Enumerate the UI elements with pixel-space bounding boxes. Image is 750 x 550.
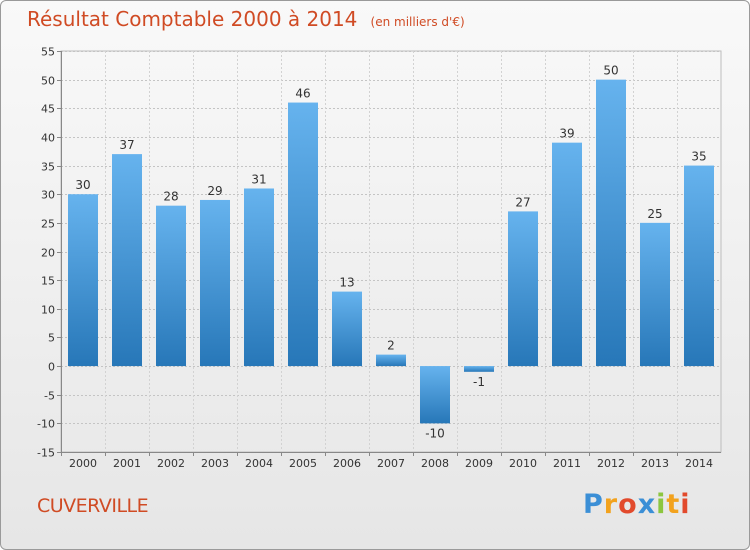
bar-2001 <box>112 154 142 367</box>
bar-2005 <box>288 102 318 367</box>
bar-2009 <box>464 366 494 372</box>
data-label: 37 <box>119 138 134 152</box>
x-tick-label: 2002 <box>157 457 185 470</box>
y-tick-label: 20 <box>41 247 55 260</box>
bar-2004 <box>244 188 274 367</box>
y-tick-label: -10 <box>37 418 55 431</box>
x-tick-label: 2005 <box>289 457 317 470</box>
x-tick-label: 2010 <box>509 457 537 470</box>
y-tick-label: 30 <box>41 189 55 202</box>
y-tick-label: 50 <box>41 75 55 88</box>
data-label: 2 <box>387 339 395 353</box>
x-tick-label: 2003 <box>201 457 229 470</box>
y-tick-label: -15 <box>37 447 55 460</box>
x-tick-label: 2004 <box>245 457 273 470</box>
y-tick-label: 25 <box>41 218 55 231</box>
y-tick-label: 40 <box>41 132 55 145</box>
data-label: 27 <box>515 195 530 209</box>
x-tick-label: 2007 <box>377 457 405 470</box>
data-label: 50 <box>603 64 618 78</box>
bar-2012 <box>596 79 626 367</box>
data-label: 31 <box>251 172 266 186</box>
data-label: 30 <box>75 178 90 192</box>
data-label: 46 <box>295 87 310 101</box>
y-tick-label: 15 <box>41 275 55 288</box>
data-label: 35 <box>691 150 706 164</box>
chart-title: Résultat Comptable 2000 à 2014 <box>27 7 358 31</box>
proxiti-logo: Proxiti <box>583 489 691 520</box>
data-label: 28 <box>163 190 178 204</box>
logo-letter: o <box>618 489 638 520</box>
data-label: 13 <box>339 276 354 290</box>
bar-2002 <box>156 205 186 367</box>
logo-letter: i <box>680 489 691 520</box>
bar-2006 <box>332 291 362 367</box>
data-label: 25 <box>647 207 662 221</box>
logo-letter: t <box>666 489 681 520</box>
logo-letter: r <box>603 489 619 520</box>
y-tick-label: 55 <box>41 46 55 59</box>
bar-2011 <box>552 142 582 367</box>
y-tick-label: 35 <box>41 161 55 174</box>
x-tick-label: 2009 <box>465 457 493 470</box>
bar-2003 <box>200 199 230 367</box>
commune-name: CUVERVILLE <box>37 495 149 517</box>
y-tick-label: 5 <box>48 332 55 345</box>
data-label: -1 <box>473 375 485 389</box>
data-label: 39 <box>559 127 574 141</box>
bar-2000 <box>68 194 98 367</box>
y-tick-label: -5 <box>44 390 55 403</box>
data-label: -10 <box>425 426 445 440</box>
x-tick-label: 2000 <box>69 457 97 470</box>
title-row: Résultat Comptable 2000 à 2014 (en milli… <box>27 7 465 31</box>
x-tick-label: 2014 <box>685 457 713 470</box>
x-tick-label: 2008 <box>421 457 449 470</box>
logo-letter: x <box>637 489 657 520</box>
bar-2014 <box>684 165 714 367</box>
chart-subtitle: (en milliers d'€) <box>370 15 465 29</box>
x-tick-label: 2006 <box>333 457 361 470</box>
bar-2013 <box>640 222 670 367</box>
y-tick-label: 0 <box>48 361 55 374</box>
logo-letter: i <box>656 489 667 520</box>
x-tick-label: 2013 <box>641 457 669 470</box>
x-tick-label: 2012 <box>597 457 625 470</box>
x-tick-label: 2011 <box>553 457 581 470</box>
x-tick-label: 2001 <box>113 457 141 470</box>
data-label: 29 <box>207 184 222 198</box>
y-tick-label: 10 <box>41 304 55 317</box>
bar-2007 <box>376 354 406 367</box>
logo-letter: P <box>583 489 604 520</box>
bar-2010 <box>508 211 538 367</box>
y-tick-label: 45 <box>41 103 55 116</box>
bar-2008 <box>420 366 450 424</box>
